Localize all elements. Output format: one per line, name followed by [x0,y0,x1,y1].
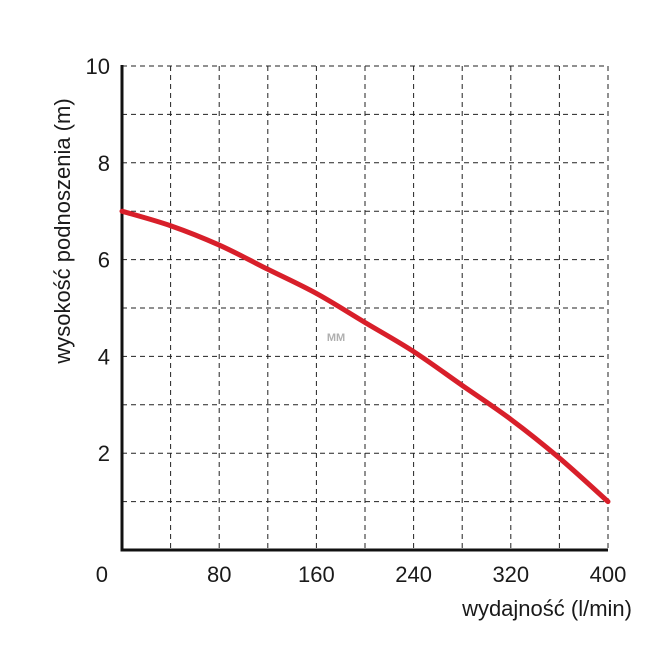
axes [120,65,608,552]
x-axis-title: wydajność (l/min) [461,596,632,621]
y-tick-label: 4 [98,344,110,369]
y-axis-ticks: 2 4 6 8 10 [86,54,110,466]
y-axis-title: wysokość podnoszenia (m) [50,98,75,364]
watermark: MM [327,332,345,344]
series-layer [119,208,611,505]
series-line [119,208,611,505]
x-tick-label: 320 [492,562,529,587]
y-tick-label: 6 [98,248,110,273]
x-tick-label: 400 [590,562,627,587]
x-tick-label: 0 [96,562,108,587]
y-tick-label: 8 [98,151,110,176]
y-tick-label: 2 [98,441,110,466]
x-tick-label: 160 [298,562,335,587]
grid [122,65,609,550]
x-tick-label: 80 [207,562,231,587]
x-tick-label: 240 [395,562,432,587]
y-tick-label: 10 [86,54,110,79]
x-axis-ticks: 0 80 160 240 320 400 [96,562,627,587]
